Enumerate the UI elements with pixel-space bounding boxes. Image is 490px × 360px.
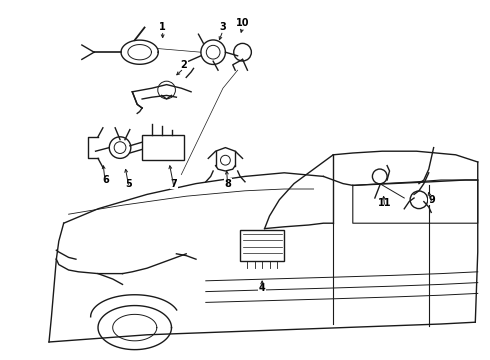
Text: 11: 11 (378, 198, 392, 208)
Text: 9: 9 (429, 195, 436, 205)
Text: 4: 4 (259, 283, 266, 293)
FancyBboxPatch shape (142, 135, 184, 160)
Text: 3: 3 (220, 22, 226, 32)
Text: 10: 10 (236, 18, 249, 28)
Text: 5: 5 (125, 179, 132, 189)
Text: 1: 1 (159, 22, 166, 32)
Text: 6: 6 (102, 175, 109, 185)
FancyBboxPatch shape (240, 230, 284, 261)
Text: 7: 7 (171, 179, 177, 189)
Text: 8: 8 (224, 179, 231, 189)
Circle shape (220, 155, 230, 165)
Text: 2: 2 (180, 60, 187, 70)
